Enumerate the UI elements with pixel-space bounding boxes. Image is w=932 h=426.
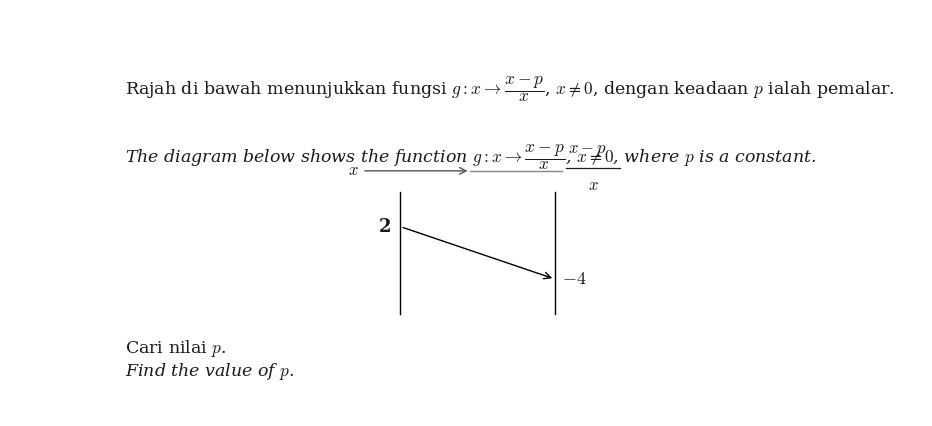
Text: $-4$: $-4$	[562, 270, 587, 288]
Text: 2: 2	[379, 218, 391, 236]
Text: Find the value of $p$.: Find the value of $p$.	[125, 361, 295, 382]
Text: $x$: $x$	[588, 177, 598, 194]
Text: $x$: $x$	[348, 162, 359, 179]
Text: $x - p$: $x - p$	[568, 141, 607, 158]
Text: Rajah di bawah menunjukkan fungsi $g : x \rightarrow \dfrac{x-p}{x}$, $x \neq 0$: Rajah di bawah menunjukkan fungsi $g : x…	[125, 74, 895, 104]
Text: The diagram below shows the function $g : x \rightarrow \dfrac{x-p}{x}$, $x \neq: The diagram below shows the function $g …	[125, 143, 816, 173]
Text: Cari nilai $p$.: Cari nilai $p$.	[125, 338, 226, 359]
